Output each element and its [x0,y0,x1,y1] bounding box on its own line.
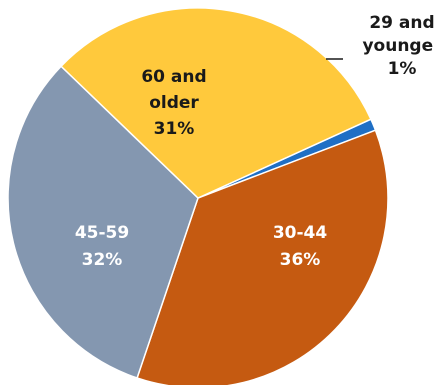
slice-label-30-44: 30-44 36% [273,223,328,270]
slice-label-45-59: 45-59 32% [75,223,129,270]
slice-label-29-and-younger: 29 and younger 1% [362,13,434,79]
pie-slices [7,7,389,385]
pie-slice-60-and-older [60,7,372,199]
slice-labels: 29 and younger 1% 30-44 36% 45-59 32% 60 and old… [75,13,434,270]
pie-slice-30-44 [136,129,389,385]
pie-slice-45-59 [7,65,199,379]
slice-label-60-and-older: 60 and older 31% [141,67,206,139]
